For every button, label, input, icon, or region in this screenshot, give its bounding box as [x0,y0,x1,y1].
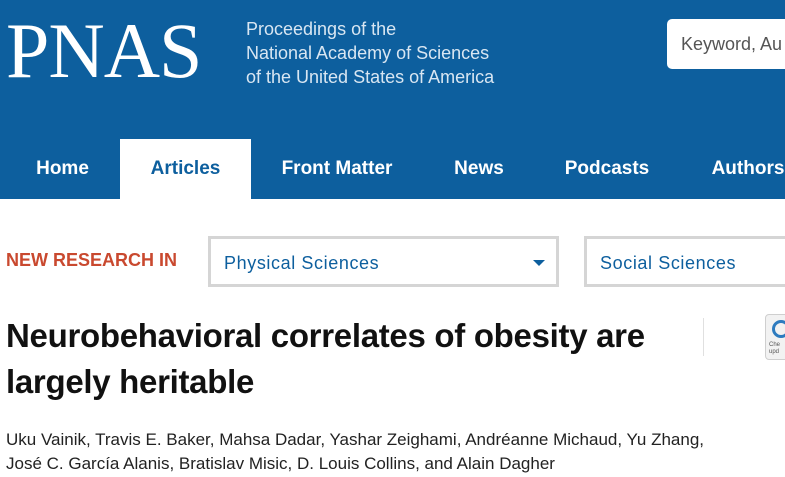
journal-name-line: Proceedings of the [246,19,397,39]
nav-news[interactable]: News [454,158,504,179]
title-line: largely heritable [6,363,255,400]
title-line: Neurobehavioral correlates of obesity ar… [6,317,645,354]
author-line[interactable]: José C. García Alanis, Bratislav Misic, … [6,454,555,473]
journal-name-line: National Academy of Sciences [246,43,490,63]
nav-articles[interactable]: Articles [120,139,251,199]
nav-home[interactable]: Home [36,158,89,179]
site-header: PNAS Proceedings of the National Academy… [0,0,785,139]
main-nav: Home Articles Front Matter News Podcasts… [0,139,785,199]
journal-name-line: of the United States of America [246,67,495,87]
nav-podcasts[interactable]: Podcasts [564,158,650,179]
nav-authors[interactable]: Authors [711,158,785,179]
pnas-logo[interactable]: PNAS [6,7,202,94]
badge-text-line: upd [769,349,780,355]
badge-text: Che upd [769,342,780,356]
select-value: Physical Sciences [224,253,380,273]
author-list: Uku Vainik, Travis E. Baker, Mahsa Dadar… [6,428,704,476]
new-research-label: NEW RESEARCH IN [6,250,178,270]
chevron-down-icon [533,260,545,266]
physical-sciences-select[interactable]: Physical Sciences [208,236,559,287]
refresh-icon [772,320,785,338]
author-line[interactable]: Uku Vainik, Travis E. Baker, Mahsa Dadar… [6,430,705,449]
check-for-updates-badge[interactable]: Che upd [765,314,785,360]
select-value: Social Sciences [600,253,737,273]
article-title: Neurobehavioral correlates of obesity ar… [6,313,645,405]
social-sciences-select[interactable]: Social Sciences [584,236,785,287]
nav-front-matter[interactable]: Front Matter [281,158,393,179]
journal-full-name: Proceedings of the National Academy of S… [246,17,494,89]
search-input[interactable] [667,19,785,69]
badge-text-line: Che [769,342,781,348]
divider [703,318,704,356]
